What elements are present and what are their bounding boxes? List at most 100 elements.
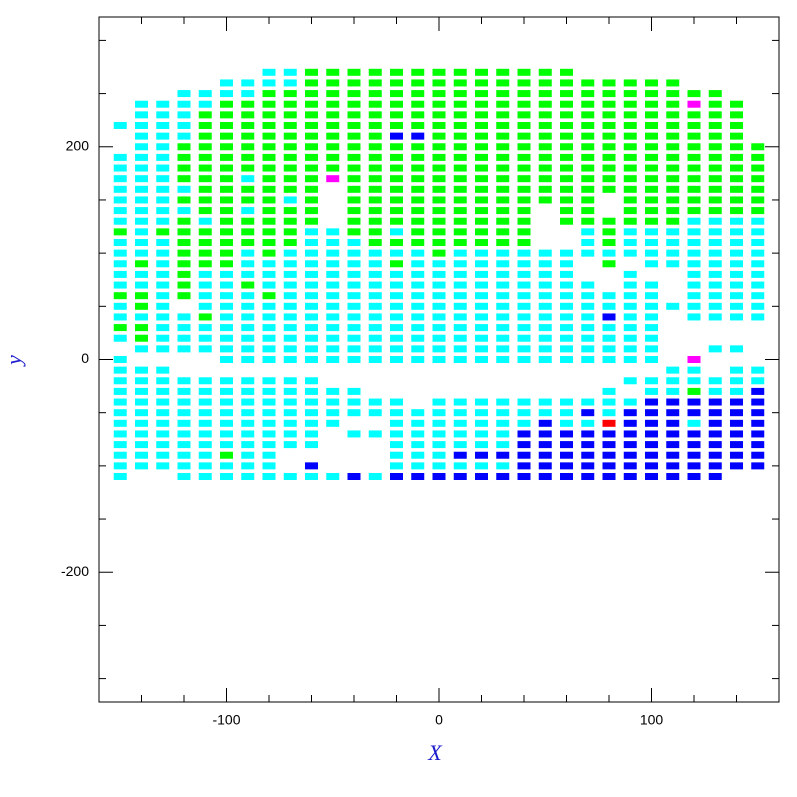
cell <box>730 260 743 268</box>
cell <box>538 153 552 161</box>
cell <box>623 345 637 353</box>
cell <box>390 79 403 87</box>
cell <box>198 281 212 289</box>
cell <box>241 217 255 225</box>
cell <box>453 419 467 427</box>
cell <box>581 228 595 236</box>
cell <box>241 356 255 363</box>
cell <box>113 238 127 246</box>
cell <box>262 430 276 438</box>
cell <box>560 90 573 98</box>
cell <box>496 207 510 215</box>
cell <box>390 292 403 300</box>
cell <box>390 175 403 183</box>
cell <box>496 132 510 140</box>
cell <box>645 377 658 385</box>
cell <box>666 100 680 108</box>
cell <box>220 153 233 161</box>
cell <box>475 111 488 119</box>
cell <box>708 409 722 417</box>
cell <box>602 430 616 438</box>
cell <box>262 111 276 119</box>
cell <box>326 302 340 310</box>
cell <box>538 249 552 257</box>
cell <box>475 207 488 215</box>
cell <box>751 153 765 161</box>
cell <box>156 270 170 278</box>
cell <box>708 462 722 470</box>
cell <box>730 398 743 406</box>
cell <box>623 356 637 363</box>
cell <box>475 313 488 321</box>
cell <box>538 132 552 140</box>
cell <box>453 185 467 193</box>
cell <box>220 207 233 215</box>
cell <box>135 121 148 129</box>
cell <box>645 121 658 129</box>
cell <box>475 185 488 193</box>
cell <box>645 313 658 321</box>
cell <box>708 153 722 161</box>
cell <box>198 185 212 193</box>
cell <box>475 345 488 353</box>
cell <box>453 398 467 406</box>
cell <box>156 387 170 395</box>
cell <box>347 132 361 140</box>
cell <box>602 387 616 395</box>
cell <box>432 473 446 481</box>
cell <box>581 217 595 225</box>
cell <box>687 366 701 374</box>
cell <box>645 100 658 108</box>
cell <box>198 217 212 225</box>
cell <box>156 334 170 342</box>
cell <box>687 238 701 246</box>
cell <box>156 419 170 427</box>
cell <box>496 228 510 236</box>
cell <box>347 164 361 172</box>
cell <box>177 185 191 193</box>
cell <box>538 302 552 310</box>
cell <box>262 409 276 417</box>
cell <box>262 132 276 140</box>
cell <box>751 441 765 449</box>
cell <box>453 313 467 321</box>
cell <box>177 430 191 438</box>
cell <box>538 324 552 332</box>
cell <box>666 430 680 438</box>
cell <box>347 249 361 257</box>
cell <box>241 345 255 353</box>
cell <box>305 345 318 353</box>
cell <box>135 260 148 268</box>
cell <box>262 356 276 363</box>
cell <box>283 409 297 417</box>
cell <box>326 132 340 140</box>
cell <box>560 292 573 300</box>
cell <box>538 164 552 172</box>
cell <box>517 153 531 161</box>
cell <box>496 302 510 310</box>
cell <box>305 121 318 129</box>
cell <box>453 462 467 470</box>
cell <box>581 334 595 342</box>
cell <box>560 430 573 438</box>
cell <box>623 292 637 300</box>
cell <box>177 270 191 278</box>
cell <box>517 238 531 246</box>
cell <box>517 111 531 119</box>
cell <box>135 153 148 161</box>
cell <box>241 430 255 438</box>
cell <box>475 249 488 257</box>
cell <box>262 419 276 427</box>
cell <box>560 111 573 119</box>
cell <box>390 100 403 108</box>
cell <box>623 121 637 129</box>
cell <box>262 121 276 129</box>
cell <box>368 111 382 119</box>
cell <box>220 356 233 363</box>
cell <box>135 196 148 204</box>
cell <box>283 238 297 246</box>
cell <box>496 345 510 353</box>
cell <box>475 451 488 459</box>
cell <box>326 345 340 353</box>
cell <box>645 228 658 236</box>
